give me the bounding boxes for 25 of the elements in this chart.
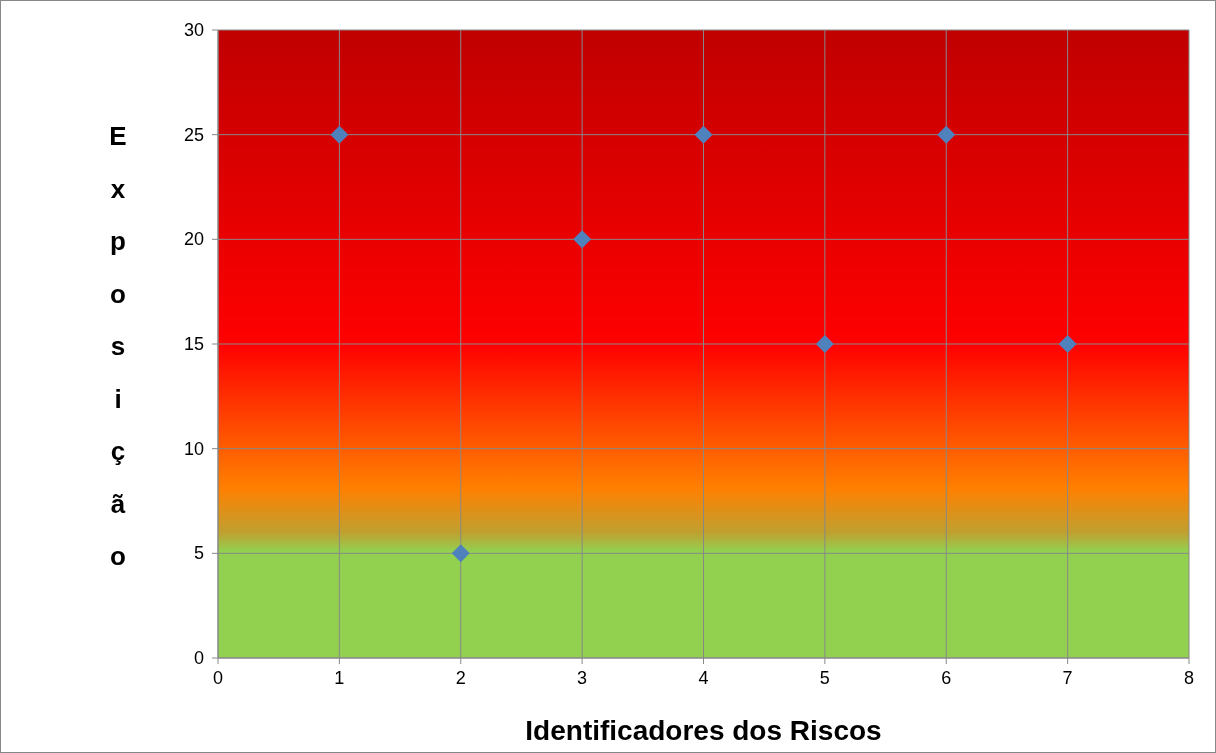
y-tick-label: 5 bbox=[193, 543, 204, 564]
x-tick-label: 1 bbox=[334, 668, 345, 688]
x-tick-label: 2 bbox=[455, 668, 466, 688]
point bbox=[1058, 335, 1077, 353]
y-tick-label: 10 bbox=[183, 438, 204, 459]
x-tick-label: 4 bbox=[698, 668, 709, 688]
y-tick-label: 30 bbox=[183, 20, 204, 40]
x-tick-label: 6 bbox=[941, 668, 952, 688]
x-tick-label: 8 bbox=[1183, 668, 1195, 688]
y-tick-label: 25 bbox=[183, 124, 204, 145]
point bbox=[451, 544, 470, 563]
point bbox=[330, 125, 349, 144]
x-tick-label: 7 bbox=[1062, 668, 1073, 688]
point bbox=[815, 335, 834, 353]
point bbox=[937, 125, 956, 144]
text: Exposição bbox=[109, 121, 127, 571]
x-tick-label: 5 bbox=[819, 668, 830, 688]
y-tick-label: 0 bbox=[193, 648, 204, 668]
x-axis-title: Identificadores dos Riscos bbox=[525, 715, 882, 746]
x-tick-label: 0 bbox=[212, 668, 224, 688]
point bbox=[694, 125, 713, 144]
point bbox=[573, 230, 592, 249]
y-tick-label: 15 bbox=[183, 334, 204, 354]
x-tick-label: 3 bbox=[577, 668, 588, 688]
y-tick-label: 20 bbox=[183, 229, 204, 250]
